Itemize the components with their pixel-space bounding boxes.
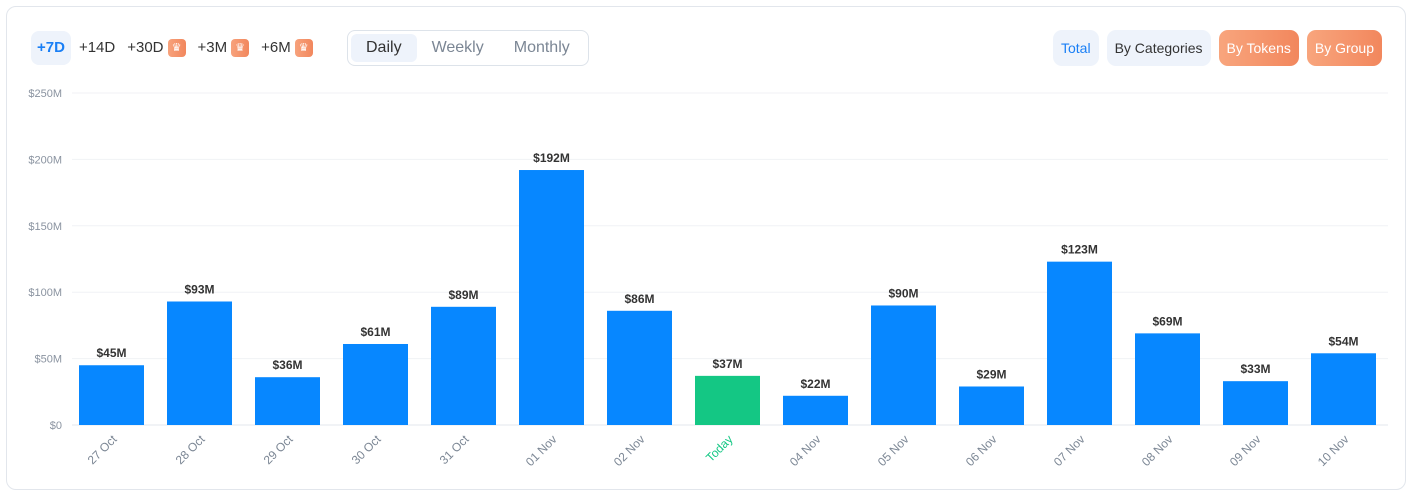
bar (695, 375, 760, 425)
tab-daily[interactable]: Daily (351, 34, 417, 62)
bar (79, 365, 144, 425)
data-label: $29M (976, 367, 1006, 381)
range-label: +6M (261, 39, 291, 56)
bar (1223, 381, 1288, 425)
range-label: +7D (37, 39, 65, 56)
bar (431, 306, 496, 425)
view-mode-selector: Total By Categories By Tokens By Group (1053, 30, 1382, 66)
bar (255, 377, 320, 425)
y-tick-label: $50M (34, 354, 62, 366)
data-label: $33M (1240, 362, 1270, 376)
mode-total-button[interactable]: Total (1053, 30, 1099, 66)
range-plus-7d-button[interactable]: +7D (31, 31, 71, 65)
bar (783, 395, 848, 425)
data-label: $54M (1328, 334, 1358, 348)
tab-monthly[interactable]: Monthly (513, 39, 570, 56)
y-tick-label: $150M (28, 221, 62, 233)
x-tick-label: 06 Nov (963, 432, 1000, 469)
tab-weekly[interactable]: Weekly (431, 39, 484, 56)
bar (167, 301, 232, 425)
x-tick-label: 04 Nov (787, 432, 824, 469)
chart-card: +7D +14D +30D ♛ +3M ♛ +6M ♛ Daily Weekly Monthly … (6, 6, 1406, 490)
range-plus-30d-button[interactable]: +30D ♛ (123, 31, 189, 65)
x-tick-label: 08 Nov (1139, 432, 1176, 469)
bar (607, 310, 672, 425)
range-plus-14d-button[interactable]: +14D (75, 31, 119, 65)
y-tick-label: $0 (50, 420, 62, 432)
x-tick-label: 10 Nov (1315, 432, 1352, 469)
x-tick-label: 29 Oct (261, 432, 296, 467)
range-selector: +7D +14D +30D ♛ +3M ♛ +6M ♛ (31, 31, 317, 65)
data-label: $61M (360, 325, 390, 339)
data-label: $22M (800, 377, 830, 391)
mode-by-categories-button[interactable]: By Categories (1106, 30, 1211, 66)
range-label: +14D (78, 39, 116, 56)
y-tick-label: $100M (28, 287, 62, 299)
range-label: +3M (197, 39, 228, 56)
x-tick-label: 01 Nov (523, 432, 560, 469)
crown-icon: ♛ (167, 39, 186, 57)
data-label: $123M (1061, 243, 1098, 257)
x-tick-label: 28 Oct (173, 432, 208, 467)
x-tick-label: 07 Nov (1051, 432, 1088, 469)
bar (1047, 261, 1112, 425)
x-tick-label: 05 Nov (875, 432, 912, 469)
data-label: $93M (184, 282, 214, 296)
bar (871, 305, 936, 425)
bar (959, 386, 1024, 425)
data-label: $36M (272, 358, 302, 372)
crown-icon: ♛ (294, 39, 313, 57)
data-label: $90M (888, 286, 918, 300)
x-tick-label: 30 Oct (349, 432, 384, 467)
x-tick-label: 02 Nov (611, 432, 648, 469)
mode-by-tokens-button[interactable]: By Tokens (1218, 30, 1299, 66)
range-label: +30D (127, 39, 164, 56)
data-label: $45M (96, 346, 126, 360)
x-tick-label: Today (703, 432, 736, 465)
crown-icon: ♛ (231, 39, 250, 57)
bar (343, 343, 408, 425)
bar (1135, 333, 1200, 425)
bar (519, 170, 584, 425)
bar (1311, 353, 1376, 425)
x-tick-label: 27 Oct (85, 432, 120, 467)
data-label: $192M (533, 151, 570, 165)
y-tick-label: $250M (28, 88, 62, 100)
period-selector: Daily Weekly Monthly (347, 30, 589, 66)
range-plus-3m-button[interactable]: +3M ♛ (194, 31, 254, 65)
x-tick-label: 09 Nov (1227, 432, 1264, 469)
mode-by-group-button[interactable]: By Group (1306, 30, 1382, 66)
data-label: $37M (712, 357, 742, 371)
x-tick-label: 31 Oct (437, 432, 472, 467)
y-tick-label: $200M (28, 154, 62, 166)
data-label: $86M (624, 292, 654, 306)
data-label: $89M (448, 288, 478, 302)
data-label: $69M (1152, 314, 1182, 328)
range-plus-6m-button[interactable]: +6M ♛ (257, 31, 317, 65)
